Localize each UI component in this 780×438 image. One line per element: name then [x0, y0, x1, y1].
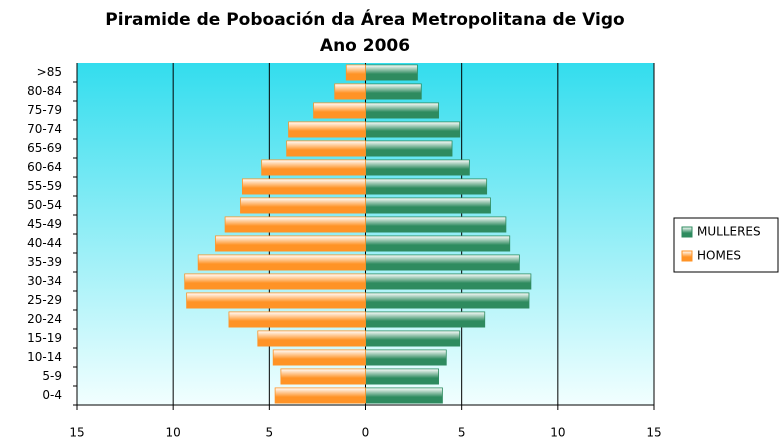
y-tick-label: 10-14: [27, 350, 62, 364]
x-tick-label: 5: [266, 426, 274, 438]
x-tick-label: 15: [69, 426, 84, 438]
y-tick-label: 55-59: [27, 179, 62, 193]
bar: [365, 140, 453, 157]
y-tick-label: 15-19: [27, 331, 62, 345]
bar: [257, 330, 366, 347]
bar: [186, 292, 366, 309]
bar: [365, 349, 447, 366]
bar: [365, 102, 439, 119]
bar: [365, 311, 486, 328]
bar: [365, 292, 530, 309]
bar: [365, 121, 461, 138]
bar: [365, 330, 461, 347]
x-tick-label: 5: [458, 426, 466, 438]
bar: [365, 273, 532, 290]
bar: [261, 159, 366, 176]
bar: [345, 64, 366, 81]
bar: [280, 368, 366, 385]
bar: [215, 235, 366, 252]
bar: [365, 159, 470, 176]
y-tick-label: 45-49: [27, 217, 62, 231]
bar: [288, 121, 366, 138]
y-tick-label: 80-84: [27, 84, 62, 98]
bar: [365, 216, 507, 233]
bar: [365, 197, 491, 214]
bar: [365, 64, 418, 81]
y-tick-label: 25-29: [27, 293, 62, 307]
bar: [272, 349, 366, 366]
bar: [242, 178, 366, 195]
bar: [365, 368, 439, 385]
bar: [274, 387, 366, 404]
bar: [197, 254, 366, 271]
y-tick-label: 60-64: [27, 160, 62, 174]
bar: [224, 216, 366, 233]
bar: [184, 273, 366, 290]
bar: [365, 387, 443, 404]
y-tick-label: 30-34: [27, 274, 62, 288]
chart-title: Piramide de Poboación da Área Metropolit…: [105, 8, 624, 30]
legend-swatch: [681, 226, 693, 238]
y-tick-label: 35-39: [27, 255, 62, 269]
chart-title: Ano 2006: [320, 36, 410, 56]
x-tick-label: 10: [166, 426, 181, 438]
y-tick-label: 0-4: [42, 388, 62, 402]
y-tick-label: 20-24: [27, 312, 62, 326]
bar: [240, 197, 366, 214]
bar: [313, 102, 366, 119]
legend-swatch: [681, 250, 693, 262]
y-tick-label: 70-74: [27, 122, 62, 136]
bar: [286, 140, 366, 157]
y-tick-label: 65-69: [27, 141, 62, 155]
bar: [228, 311, 366, 328]
y-tick-label: 50-54: [27, 198, 62, 212]
bar: [365, 254, 520, 271]
x-tick-label: 15: [646, 426, 661, 438]
bar: [365, 83, 422, 100]
y-tick-label: 40-44: [27, 236, 62, 250]
bar: [365, 235, 511, 252]
y-tick-label: 75-79: [27, 103, 62, 117]
bar: [365, 178, 488, 195]
bar: [334, 83, 366, 100]
legend-label: HOMES: [697, 249, 741, 263]
x-tick-label: 0: [362, 426, 370, 438]
y-tick-label: >85: [37, 65, 62, 79]
y-tick-label: 5-9: [42, 369, 62, 383]
x-tick-label: 10: [550, 426, 565, 438]
legend-label: MULLERES: [697, 225, 761, 239]
